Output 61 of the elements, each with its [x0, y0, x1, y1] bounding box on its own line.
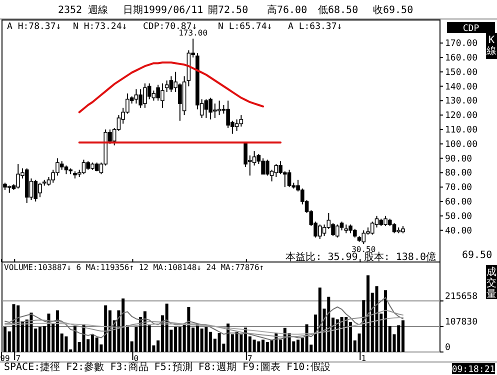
- candlestick: [164, 80, 169, 93]
- candlestick: [252, 150, 256, 166]
- y-tick-label: 90.00: [445, 154, 472, 164]
- text: SPACE:捷徑 F2:參數 F3:商品 F5:預測 F8:週期 F9:圖表 F10:假設: [4, 361, 331, 373]
- y-tick-label: 60.00: [445, 198, 472, 208]
- y-tick-label: 107830: [445, 317, 478, 328]
- text: 收69.50: [373, 5, 414, 16]
- candlestick: [82, 159, 86, 175]
- y-tick-label: 150.00: [445, 68, 478, 78]
- line-series: [78, 61, 264, 114]
- annotation: 30.50: [352, 244, 376, 254]
- candlestick: [16, 164, 20, 190]
- text: CDP: [462, 24, 480, 34]
- annotation: 173.00: [178, 28, 208, 38]
- y-tick-label: 70.00: [445, 183, 472, 194]
- text: 開72.50: [208, 5, 248, 16]
- candlestick: [34, 179, 38, 202]
- candlestick: [152, 90, 156, 102]
- candlestick: [274, 164, 278, 178]
- text: 低68.50: [318, 5, 358, 16]
- candlestick: [392, 222, 396, 234]
- x-tick-label: 7: [248, 354, 253, 363]
- candlestick: [147, 82, 152, 100]
- candlestick: [169, 76, 174, 93]
- y-tick-label: 215658: [445, 292, 478, 302]
- text: 日期1999/06/11: [123, 4, 204, 16]
- y-tick-label: 40.00: [445, 226, 472, 236]
- candlestick: [134, 88, 138, 104]
- candlestick: [370, 221, 374, 236]
- text: 高76.00: [267, 4, 308, 16]
- text: K線: [486, 35, 496, 57]
- chart-title: 2352 週線: [58, 5, 108, 16]
- text: 09:18:21: [452, 365, 496, 375]
- x-tick-label: 7: [16, 354, 21, 363]
- y-tick-label: 130.00: [445, 96, 478, 107]
- y-tick-label: 50.00: [445, 212, 472, 222]
- x-tick-label: 1: [361, 354, 366, 363]
- annotation: N L:65.74↓: [218, 22, 272, 32]
- y-tick-label: 170.00: [445, 39, 478, 50]
- candlestick: [234, 118, 239, 132]
- candlestick: [362, 230, 366, 244]
- y-tick-label: 0: [445, 343, 450, 353]
- chart-title: VOLUME:103887↓ 6 MA:119356↑ 12 MA:108148↓ 24 MA:77876↑: [4, 263, 264, 272]
- text: 成交量: [486, 266, 496, 300]
- y-tick-label: 140.00: [445, 82, 478, 92]
- annotation: N H:73.24↓: [73, 22, 128, 32]
- y-tick-label: 120.00: [445, 111, 478, 122]
- annotation: A L:63.37↓: [288, 22, 342, 32]
- annotation: A H:78.37↓: [7, 22, 62, 32]
- candlestick: [322, 224, 326, 237]
- y-tick-label: 100.00: [445, 140, 478, 150]
- candlestick: [287, 169, 292, 188]
- candlestick: [335, 224, 340, 238]
- y-tick-label: 110.00: [445, 125, 478, 136]
- annotation: 本益比: 35.99 股本: 138.0億: [286, 251, 436, 263]
- y-tick-label: 80.00: [445, 168, 472, 179]
- candlestick: [217, 100, 222, 116]
- y-tick-label: 160.00: [445, 53, 478, 64]
- x-tick-label: 0: [134, 354, 139, 363]
- candlestick: [239, 114, 244, 128]
- text: 69.50: [462, 250, 492, 261]
